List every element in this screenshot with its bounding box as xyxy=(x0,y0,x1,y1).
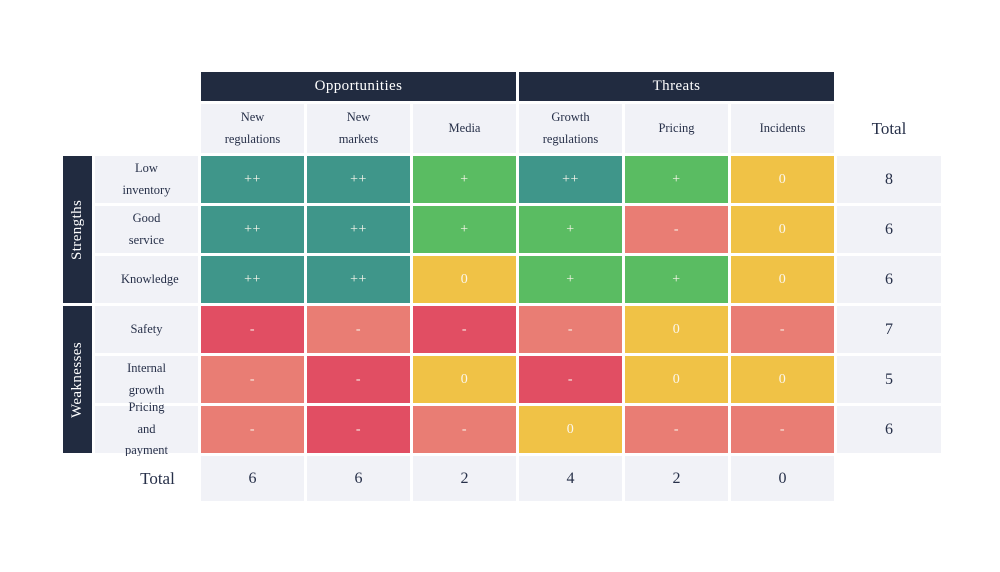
matrix-cell: 0 xyxy=(731,256,834,303)
matrix-cell: - xyxy=(413,406,516,453)
row-label-good-service: Good service xyxy=(95,206,198,253)
column-total: 4 xyxy=(519,456,622,501)
column-header-pricing: Pricing xyxy=(625,104,728,153)
total-row-label: Total xyxy=(95,456,198,501)
column-header-new-regulations: New regulations xyxy=(201,104,304,153)
matrix-cell: ++ xyxy=(201,206,304,253)
matrix-cell: - xyxy=(201,406,304,453)
matrix-cell: 0 xyxy=(625,306,728,353)
threats-group-header: Threats xyxy=(519,72,834,101)
matrix-cell: ++ xyxy=(201,256,304,303)
row-total: 6 xyxy=(837,256,941,303)
column-header-new-markets: New markets xyxy=(307,104,410,153)
matrix-cell: - xyxy=(201,356,304,403)
column-total: 6 xyxy=(201,456,304,501)
row-label-safety: Safety xyxy=(95,306,198,353)
row-total: 6 xyxy=(837,206,941,253)
row-label-low-inventory: Low inventory xyxy=(95,156,198,203)
total-column-header: Total xyxy=(837,104,941,153)
weaknesses-group-label: Weaknesses xyxy=(63,306,92,453)
column-total: 6 xyxy=(307,456,410,501)
column-total: 2 xyxy=(625,456,728,501)
column-header-media: Media xyxy=(413,104,516,153)
matrix-cell: - xyxy=(731,406,834,453)
matrix-cell: 0 xyxy=(731,156,834,203)
matrix-cell: + xyxy=(519,256,622,303)
opportunities-group-header: Opportunities xyxy=(201,72,516,101)
matrix-cell: ++ xyxy=(519,156,622,203)
row-total: 8 xyxy=(837,156,941,203)
matrix-cell: 0 xyxy=(625,356,728,403)
matrix-cell: + xyxy=(413,206,516,253)
row-total: 6 xyxy=(837,406,941,453)
matrix-cell: ++ xyxy=(307,256,410,303)
matrix-cell: + xyxy=(413,156,516,203)
matrix-cell: - xyxy=(201,306,304,353)
matrix-cell: - xyxy=(625,406,728,453)
row-label-pricing-and-payment: Pricing and payment xyxy=(95,400,198,457)
column-header-incidents: Incidents xyxy=(731,104,834,153)
column-total: 2 xyxy=(413,456,516,501)
row-label-knowledge: Knowledge xyxy=(95,256,198,303)
matrix-cell: 0 xyxy=(519,406,622,453)
matrix-cell: - xyxy=(307,306,410,353)
matrix-cell: + xyxy=(625,256,728,303)
matrix-cell: 0 xyxy=(413,356,516,403)
column-total: 0 xyxy=(731,456,834,501)
column-header-growth-regulations: Growth regulations xyxy=(519,104,622,153)
matrix-cell: - xyxy=(625,206,728,253)
matrix-cell: - xyxy=(307,356,410,403)
matrix-cell: - xyxy=(307,406,410,453)
matrix-cell: 0 xyxy=(731,206,834,253)
matrix-cell: - xyxy=(519,356,622,403)
strengths-group-label: Strengths xyxy=(63,156,92,303)
matrix-cell: + xyxy=(519,206,622,253)
matrix-cell: 0 xyxy=(731,356,834,403)
matrix-cell: - xyxy=(519,306,622,353)
row-total: 5 xyxy=(837,356,941,403)
matrix-cell: 0 xyxy=(413,256,516,303)
matrix-cell: - xyxy=(731,306,834,353)
matrix-cell: ++ xyxy=(201,156,304,203)
confrontation-matrix: Opportunities Threats New regulations Ne… xyxy=(63,72,941,501)
matrix-cell: - xyxy=(413,306,516,353)
matrix-cell: + xyxy=(625,156,728,203)
matrix-cell: ++ xyxy=(307,156,410,203)
row-total: 7 xyxy=(837,306,941,353)
matrix-cell: ++ xyxy=(307,206,410,253)
row-label-internal-growth: Internal growth xyxy=(95,356,198,403)
